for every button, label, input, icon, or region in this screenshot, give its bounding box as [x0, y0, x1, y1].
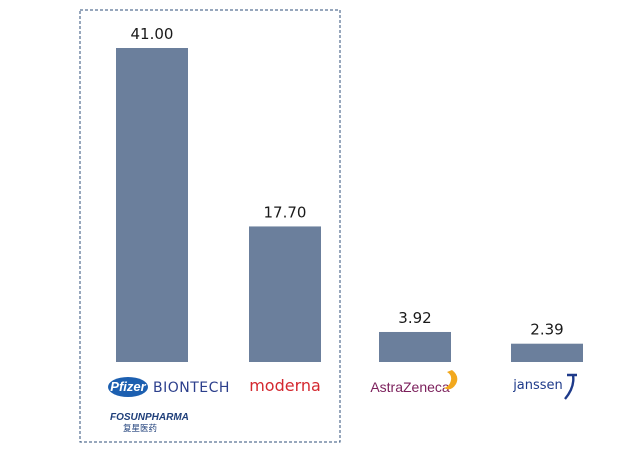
fosun-logo-cn-text: 复星医药	[123, 423, 157, 434]
bar-1	[249, 226, 321, 362]
pfizer-logo-text: Pfizer	[110, 379, 146, 394]
janssen-logo-text: janssen	[512, 378, 563, 393]
fosun-logo-text: FOSUNPHARMA	[110, 412, 189, 423]
logo-pfizer-biontech-fosun: Pfizer BIONTECH FOSUNPHARMA 复星医药	[108, 377, 230, 434]
astrazeneca-swirl-icon	[444, 370, 458, 390]
moderna-logo-text: moderna	[249, 376, 321, 395]
value-label-2: 3.92	[398, 309, 431, 327]
value-label-3: 2.39	[530, 321, 563, 339]
highlight-dashed-box	[79, 9, 341, 443]
biontech-logo-text: BIONTECH	[153, 380, 230, 396]
bar-0	[116, 48, 188, 362]
value-labels-group: 41.00 17.70 3.92 2.39	[131, 25, 564, 339]
value-label-0: 41.00	[131, 25, 174, 43]
bars-group	[116, 48, 583, 362]
logo-moderna: moderna	[249, 376, 321, 395]
bar-3	[511, 343, 583, 362]
logo-astrazeneca: AstraZeneca	[370, 370, 458, 395]
logo-janssen: janssen	[512, 373, 577, 400]
pfizer-logo: Pfizer	[108, 377, 148, 397]
astrazeneca-logo-text: AstraZeneca	[370, 379, 450, 395]
value-label-1: 17.70	[264, 203, 307, 221]
janssen-swoosh-icon	[564, 373, 577, 400]
bar-2	[379, 331, 451, 362]
